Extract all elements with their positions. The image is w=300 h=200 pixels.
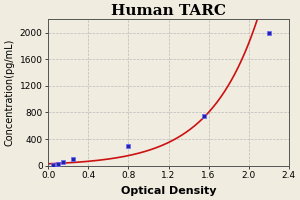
X-axis label: Optical Density: Optical Density xyxy=(121,186,216,196)
Point xyxy=(126,144,131,147)
Point xyxy=(51,163,56,167)
Point xyxy=(71,157,76,161)
Point xyxy=(201,114,206,117)
Point xyxy=(61,161,66,164)
Point xyxy=(56,162,61,166)
Title: Human TARC: Human TARC xyxy=(111,4,226,18)
Point xyxy=(266,31,271,34)
Y-axis label: Concentration(pg/mL): Concentration(pg/mL) xyxy=(4,39,14,146)
